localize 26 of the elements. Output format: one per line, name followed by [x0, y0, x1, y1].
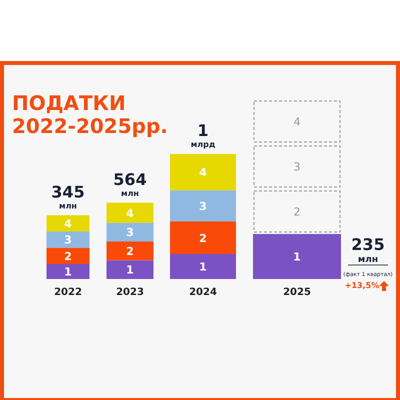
annotation: 345 млн: [51, 182, 85, 210]
x-tick-label: 2024: [189, 287, 217, 298]
text: 1: [126, 264, 134, 277]
text: 2: [126, 244, 134, 258]
text: 1: [199, 260, 207, 274]
text: 4: [199, 166, 207, 180]
series-label: 4: [64, 217, 72, 230]
dashed-placeholder-box: 4: [254, 100, 340, 142]
text: 1: [293, 250, 301, 264]
series-label: 3: [64, 234, 72, 247]
x-tick-label: 2022: [54, 287, 82, 298]
dashed-placeholder-box: 3: [254, 146, 340, 188]
dashed-placeholder-box: 2: [254, 190, 340, 232]
text: +13,5%: [344, 281, 380, 290]
text: 235 млн: [351, 235, 385, 265]
text: 3: [126, 226, 134, 240]
series-label: 2: [64, 250, 72, 263]
text: 4: [126, 206, 134, 220]
series-label: 1: [64, 266, 72, 278]
x-tick-label: 2023: [116, 287, 144, 298]
text: 3: [199, 200, 207, 213]
text: 2: [199, 232, 207, 245]
chart-title: ПОДАТКИ 2022-2025рр.: [12, 91, 168, 138]
text: 1 млрд: [190, 121, 216, 149]
x-tick-label: 2025: [283, 287, 311, 298]
annotation: 564 млн: [113, 170, 147, 198]
